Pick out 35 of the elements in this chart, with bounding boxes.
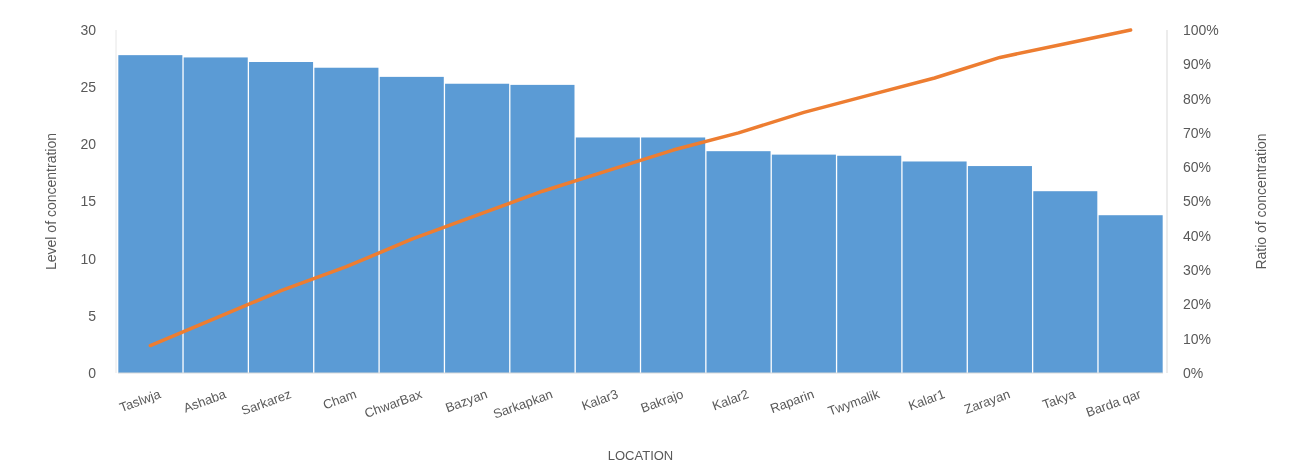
y2-tick-label: 20%	[1183, 296, 1212, 313]
x-tick-label: Bakrajo	[638, 386, 686, 416]
line-series	[148, 28, 1133, 348]
x-axis-title: LOCATION	[607, 448, 674, 463]
y-tick-label: 20	[80, 136, 97, 153]
y2-tick-label: 10%	[1183, 330, 1212, 347]
x-tick-label: Bazyan	[443, 386, 490, 416]
y2-tick-label: 60%	[1183, 159, 1212, 176]
bar	[118, 55, 183, 373]
x-tick-label: Takya	[1040, 386, 1079, 412]
y-tick-label: 30	[80, 21, 97, 38]
y-tick-label: 0	[88, 364, 97, 381]
y2-tick-label: 70%	[1183, 124, 1212, 141]
x-tick-label: Kalar3	[579, 386, 620, 414]
y-axis-title: Level of concentration	[43, 133, 59, 270]
x-tick-label: Taslwja	[117, 386, 164, 415]
x-tick-label: Cham	[320, 386, 359, 413]
x-tick-label: Barda qar	[1084, 386, 1144, 420]
x-tick-label: Ashaba	[181, 386, 229, 416]
y2-tick-label: 30%	[1183, 262, 1212, 278]
x-tick-label: Kalar2	[710, 386, 751, 414]
x-tick-label: Kalar1	[906, 386, 947, 414]
y2-tick-label: 80%	[1183, 90, 1212, 107]
y2-tick-label: 100%	[1183, 21, 1219, 38]
y2-tick-label: 90%	[1183, 56, 1212, 73]
y2-tick-label: 40%	[1183, 227, 1212, 244]
y-tick-label: 15	[80, 193, 97, 210]
y2-axis-title: Ratio of concentration	[1253, 133, 1269, 270]
y2-tick-label: 50%	[1183, 193, 1212, 210]
bar	[1098, 215, 1163, 373]
y2-tick-label: 0%	[1183, 364, 1204, 381]
y-tick-label: 5	[88, 307, 97, 324]
y-tick-label: 25	[80, 79, 97, 96]
y-tick-label: 10	[80, 250, 97, 267]
x-tick-label: Raparin	[768, 386, 817, 416]
